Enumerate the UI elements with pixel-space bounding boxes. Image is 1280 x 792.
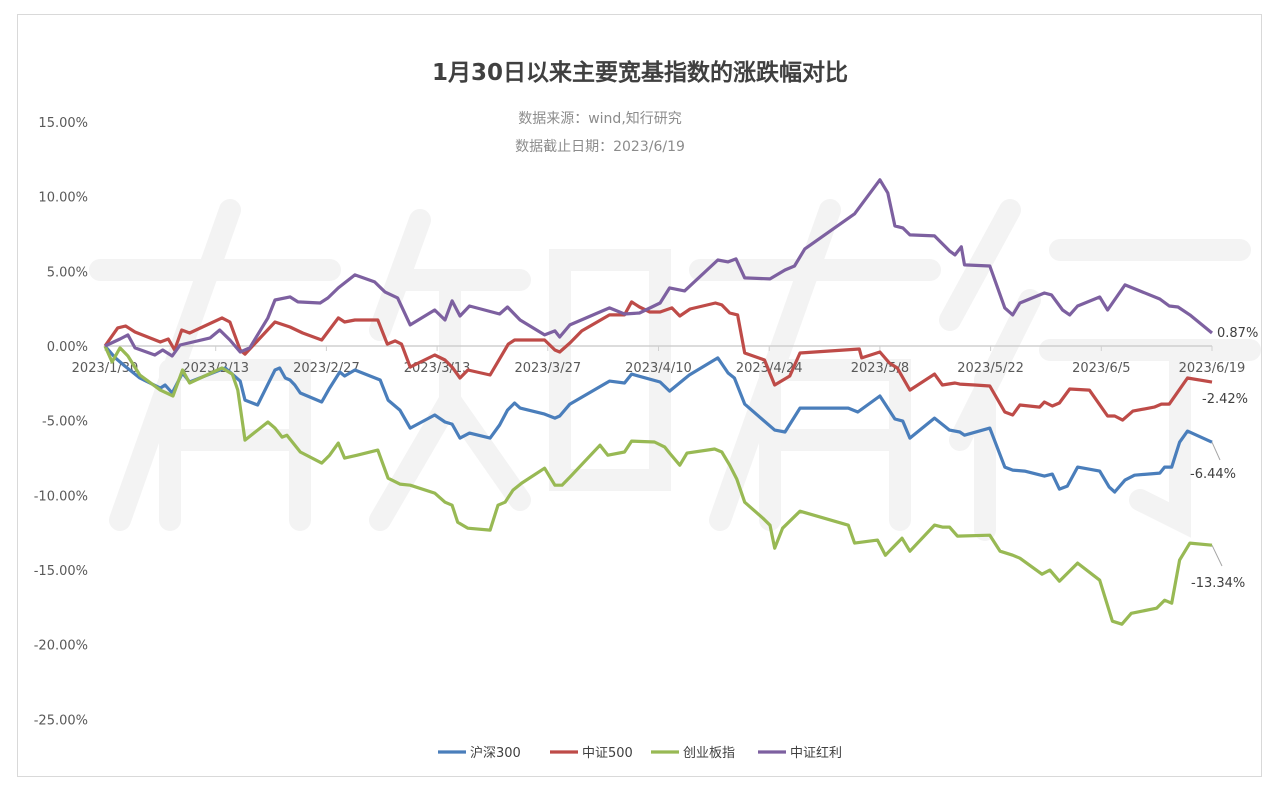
legend-label: 中证红利: [790, 745, 842, 761]
legend-label: 沪深300: [470, 745, 521, 761]
x-tick-label: 2023/2/13: [182, 361, 249, 376]
y-tick-label: 5.00%: [47, 265, 88, 280]
y-tick-label: -5.00%: [42, 415, 88, 430]
series-line-创业板指: [103, 345, 1213, 626]
y-tick-label: 0.00%: [47, 340, 88, 355]
x-tick-label: 2023/4/10: [625, 361, 692, 376]
x-tick-label: 2023/5/22: [957, 361, 1024, 376]
y-tick-label: -10.00%: [34, 489, 88, 504]
x-tick-label: 2023/6/5: [1072, 361, 1130, 376]
y-tick-label: -25.00%: [34, 713, 88, 728]
label-leader-line: [1211, 441, 1221, 461]
series-line-中证红利: [104, 178, 1214, 358]
legend: 沪深300 中证500 创业板指 中证红利: [438, 745, 842, 761]
source-note: 数据来源：wind,知行研究: [518, 110, 682, 127]
y-tick-label: 15.00%: [38, 116, 88, 131]
series-line-中证500: [103, 300, 1213, 422]
date-note: 数据截止日期：2023/6/19: [515, 139, 685, 155]
legend-label: 中证500: [582, 746, 633, 761]
y-tick-label: 10.00%: [38, 191, 88, 206]
end-value-label: -6.44%: [1190, 467, 1236, 482]
end-value-label: -2.42%: [1202, 392, 1248, 407]
y-axis: 15.00% 10.00% 5.00% 0.00% -5.00% -10.00% -15.0…: [34, 116, 88, 728]
watermark-glyph: [89, 199, 341, 531]
y-tick-label: -20.00%: [34, 639, 88, 654]
watermark-glyph: [369, 209, 671, 531]
label-leader-line: [1211, 544, 1223, 567]
end-value-label: -13.34%: [1191, 576, 1245, 591]
legend-label: 创业板指: [683, 746, 735, 761]
end-value-label: 0.87%: [1217, 326, 1258, 341]
series-line-沪深300: [103, 344, 1213, 494]
chart-frame: [17, 14, 1262, 777]
series-lines: [103, 178, 1214, 626]
end-labels: -6.44% -2.42% -13.34% 0.87%: [1190, 326, 1258, 591]
x-tick-label: 2023/3/27: [514, 361, 581, 376]
chart-title: 1月30日以来主要宽基指数的涨跌幅对比: [432, 59, 848, 86]
x-tick-label: 2023/3/13: [404, 361, 471, 376]
y-tick-label: -15.00%: [34, 564, 88, 579]
x-tick-label: 2023/6/19: [1179, 361, 1246, 376]
x-tick-label: 2023/2/27: [293, 361, 360, 376]
